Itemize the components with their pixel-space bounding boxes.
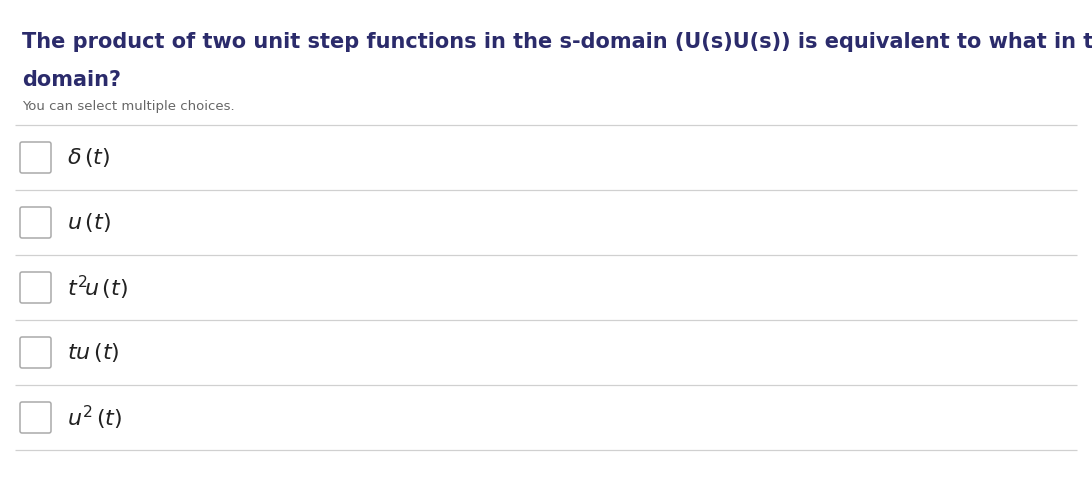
FancyBboxPatch shape (20, 142, 51, 173)
Text: You can select multiple choices.: You can select multiple choices. (22, 100, 235, 113)
Text: $u\,(t)$: $u\,(t)$ (67, 211, 111, 234)
FancyBboxPatch shape (20, 207, 51, 238)
Text: $t^2\!u\,(t)$: $t^2\!u\,(t)$ (67, 273, 128, 302)
Text: The product of two unit step functions in the s-domain (U(s)U(s)) is equivalent : The product of two unit step functions i… (22, 32, 1092, 52)
Text: $u^2\,(t)$: $u^2\,(t)$ (67, 403, 122, 431)
Text: $tu\,(t)$: $tu\,(t)$ (67, 341, 120, 364)
Text: domain?: domain? (22, 70, 121, 90)
FancyBboxPatch shape (20, 272, 51, 303)
FancyBboxPatch shape (20, 337, 51, 368)
FancyBboxPatch shape (20, 402, 51, 433)
Text: $\delta\,(t)$: $\delta\,(t)$ (67, 146, 110, 169)
